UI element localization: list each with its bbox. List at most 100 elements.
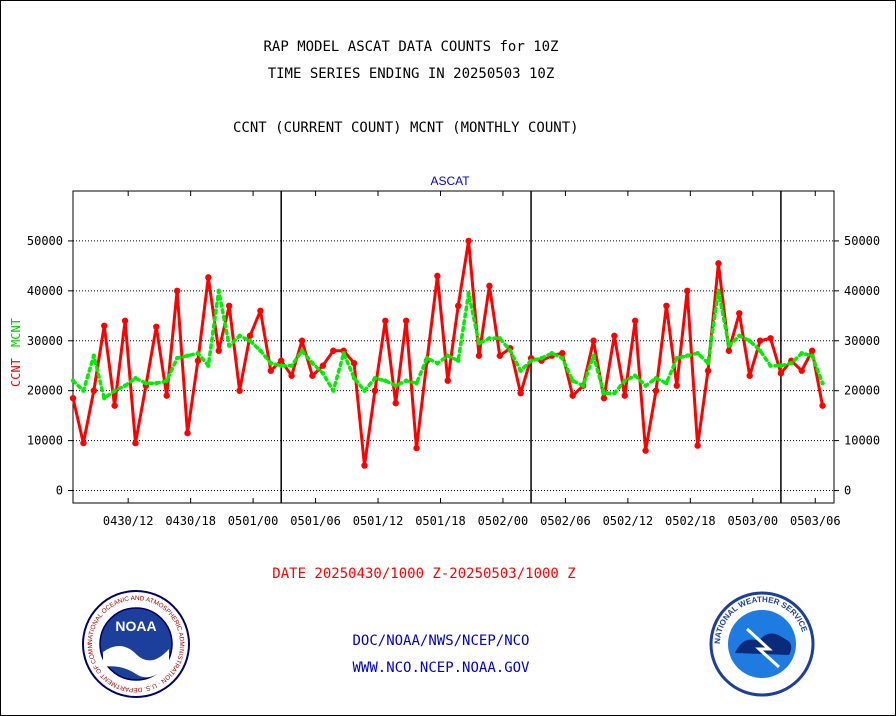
data-point-ccnt [590, 337, 597, 344]
x-tick-label: 0502/00 [478, 514, 529, 528]
data-point-mcnt [737, 333, 742, 338]
data-point-ccnt [694, 442, 701, 449]
data-point-ccnt [652, 387, 660, 394]
data-point-ccnt [205, 274, 212, 281]
data-point-mcnt [528, 358, 534, 363]
data-point-ccnt [132, 439, 139, 447]
data-point-ccnt [319, 362, 327, 369]
data-point-mcnt [424, 356, 430, 361]
data-point-mcnt [133, 376, 138, 381]
data-point-mcnt [601, 390, 607, 396]
data-point-mcnt [341, 351, 346, 356]
data-point-mcnt [622, 378, 627, 383]
data-point-mcnt [310, 361, 315, 366]
x-tick-label: 0501/06 [290, 514, 341, 528]
data-point-mcnt [154, 380, 159, 386]
nws-logo: NATIONAL WEATHER SERVICE [709, 591, 815, 697]
y-tick-label-right: 20000 [844, 384, 880, 398]
data-point-ccnt [153, 323, 160, 330]
y-tick-label-right: 10000 [844, 434, 880, 448]
plot-area [72, 190, 835, 504]
data-point-mcnt [799, 351, 804, 356]
data-point-mcnt [351, 376, 357, 381]
data-point-mcnt [705, 361, 711, 366]
data-point-mcnt [70, 378, 76, 383]
data-point-ccnt [725, 347, 733, 354]
x-tick-label: 0502/18 [665, 514, 716, 528]
data-point-mcnt [497, 336, 503, 341]
data-point-ccnt [350, 360, 358, 367]
data-point-ccnt [173, 287, 181, 295]
data-point-ccnt [215, 347, 222, 354]
data-point-ccnt [642, 447, 649, 454]
data-point-mcnt [164, 378, 169, 383]
data-point-mcnt [560, 356, 565, 361]
data-point-mcnt [674, 356, 680, 361]
data-point-mcnt [122, 383, 128, 388]
data-point-ccnt [246, 332, 254, 339]
data-point-ccnt [392, 399, 399, 407]
website-link[interactable]: WWW.NCO.NCEP.NOAA.GOV [352, 660, 530, 676]
data-point-mcnt [549, 351, 555, 356]
noaa-logo: NOAA NATIONAL OCEANIC AND ATMOSPHERIC AD… [81, 589, 190, 698]
data-point-mcnt [383, 378, 388, 383]
data-point-mcnt [747, 338, 752, 343]
organization-path: DOC/NOAA/NWS/NCEP/NCO [352, 633, 530, 649]
data-point-ccnt [257, 307, 264, 315]
y-tick-label-left: 0 [56, 484, 63, 498]
data-point-mcnt [226, 343, 232, 348]
data-point-mcnt [102, 395, 107, 401]
data-point-ccnt [444, 377, 451, 384]
data-point-mcnt [320, 371, 326, 376]
data-point-ccnt [736, 310, 743, 317]
data-point-ccnt [777, 370, 785, 377]
data-point-mcnt [435, 361, 440, 366]
data-point-mcnt [393, 383, 398, 388]
data-point-mcnt [91, 353, 97, 358]
data-point-ccnt [267, 367, 274, 374]
data-point-mcnt [185, 353, 190, 358]
data-point-mcnt [789, 361, 794, 366]
series-description: CCNT (CURRENT COUNT) MCNT (MONTHLY COUNT… [233, 120, 579, 136]
data-point-ccnt [184, 429, 191, 437]
data-point-mcnt [466, 291, 471, 296]
data-point-mcnt [757, 348, 763, 353]
data-point-mcnt [279, 363, 284, 368]
data-point-ccnt [225, 302, 233, 310]
data-point-ccnt [517, 389, 524, 397]
data-point-ccnt [413, 444, 420, 452]
data-point-ccnt [808, 347, 816, 354]
panel-title: ASCAT [430, 174, 470, 188]
x-tick-label: 0501/12 [353, 514, 404, 528]
data-point-mcnt [768, 363, 773, 368]
data-point-mcnt [476, 341, 482, 346]
data-point-mcnt [778, 363, 784, 368]
data-point-ccnt [486, 282, 493, 290]
y-tick-label-right: 0 [844, 484, 851, 498]
data-point-ccnt [371, 387, 379, 394]
data-point-ccnt [611, 332, 618, 339]
data-point-ccnt [631, 317, 639, 324]
series-ccnt [69, 237, 826, 469]
data-point-mcnt [331, 388, 336, 393]
data-point-mcnt [518, 368, 523, 373]
data-point-mcnt [268, 361, 273, 366]
y-tick-label-left: 20000 [27, 384, 63, 398]
x-tick-label: 0502/12 [603, 514, 654, 528]
x-tick-label: 0430/18 [165, 514, 216, 528]
data-point-ccnt [298, 337, 306, 344]
data-point-ccnt [746, 372, 753, 379]
data-point-mcnt [455, 358, 461, 363]
data-point-ccnt [475, 352, 483, 359]
data-point-ccnt [559, 350, 566, 357]
data-point-ccnt [454, 302, 462, 310]
data-point-mcnt [632, 373, 638, 378]
data-point-ccnt [69, 394, 77, 402]
data-point-mcnt [726, 343, 732, 348]
data-point-ccnt [569, 392, 576, 399]
data-point-mcnt [216, 288, 221, 294]
data-point-mcnt [820, 380, 825, 386]
data-point-ccnt [684, 287, 691, 295]
data-point-mcnt [362, 388, 367, 393]
